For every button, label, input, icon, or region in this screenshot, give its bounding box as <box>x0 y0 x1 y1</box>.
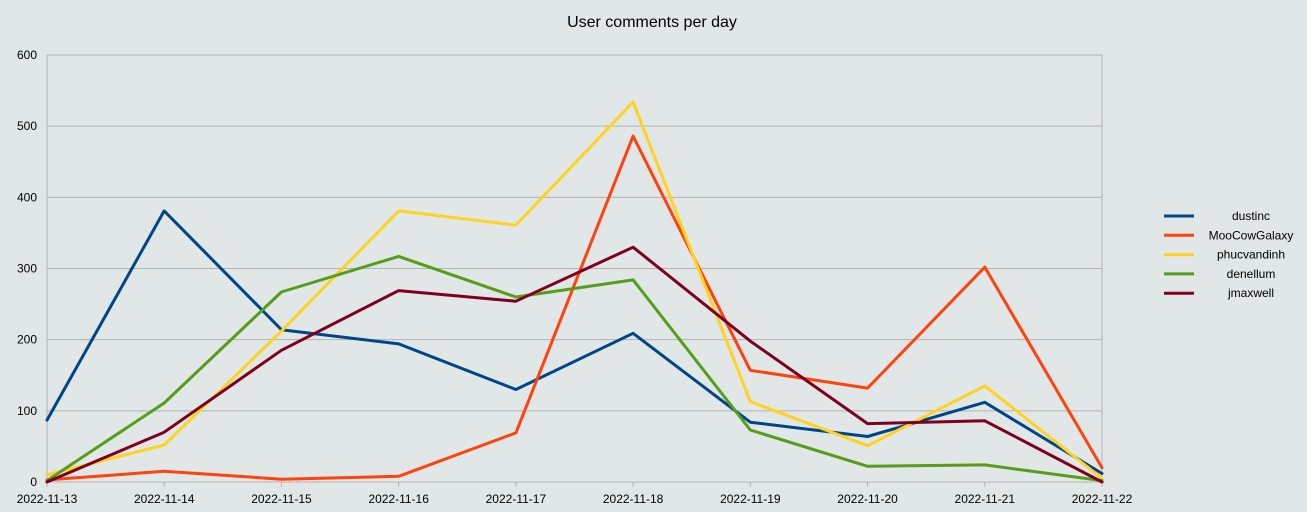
legend: dustinc MooCowGalaxy phucvandinh denellum jm… <box>1164 209 1293 300</box>
y-tick-label: 0 <box>30 475 37 489</box>
x-tick-label: 2022-11-20 <box>837 492 898 506</box>
x-tick-label: 2022-11-22 <box>1072 492 1133 506</box>
legend-label: phucvandinh <box>1217 248 1285 262</box>
x-tick-label: 2022-11-18 <box>603 492 664 506</box>
x-tick-label: 2022-11-14 <box>134 492 195 506</box>
y-tick-label: 500 <box>17 119 37 133</box>
x-tick-label: 2022-11-16 <box>368 492 429 506</box>
chart-title: User comments per day <box>567 14 737 31</box>
x-tick-label: 2022-11-13 <box>17 492 78 506</box>
x-tick-label: 2022-11-17 <box>486 492 547 506</box>
series-lines <box>45 100 1104 484</box>
series-line-phucvandinh <box>45 100 1104 480</box>
legend-label: MooCowGalaxy <box>1209 228 1294 242</box>
x-tick-label: 2022-11-21 <box>955 492 1016 506</box>
y-tick-label: 400 <box>17 190 37 204</box>
series-line-jmaxwell <box>45 245 1104 484</box>
y-tick-label: 200 <box>17 333 37 347</box>
series-line-dustinc <box>45 209 1104 475</box>
y-axis-ticks: 0 100 200 300 400 500 600 <box>17 48 37 489</box>
legend-label: dustinc <box>1232 209 1270 223</box>
series-line-moocowgalaxy <box>45 134 1104 482</box>
x-axis-ticks: 2022-11-13 2022-11-14 2022-11-15 2022-11-16… <box>17 482 1133 506</box>
y-tick-label: 300 <box>17 262 37 276</box>
gridlines <box>47 54 1102 483</box>
x-tick-label: 2022-11-15 <box>251 492 312 506</box>
series-line-denellum <box>45 254 1104 483</box>
x-tick-label: 2022-11-19 <box>720 492 781 506</box>
legend-label: jmaxwell <box>1227 286 1274 300</box>
y-tick-label: 600 <box>17 48 37 62</box>
legend-label: denellum <box>1227 267 1276 281</box>
y-tick-label: 100 <box>17 404 37 418</box>
